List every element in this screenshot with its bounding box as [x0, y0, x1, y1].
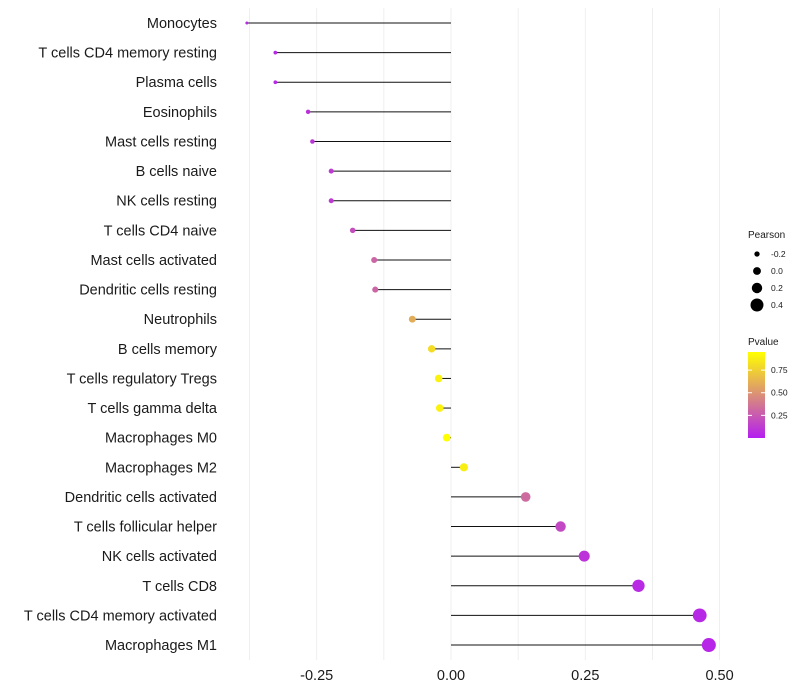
- category-label: Dendritic cells resting: [79, 283, 217, 299]
- color-legend-label: 0.75: [771, 365, 788, 375]
- data-point: [349, 227, 356, 234]
- data-point: [371, 256, 378, 263]
- category-label: Plasma cells: [136, 75, 217, 91]
- category-label: Macrophages M0: [105, 431, 217, 447]
- size-legend-key: [753, 267, 761, 275]
- x-axis-tick-labels: -0.25 0.00 0.25 0.50: [300, 668, 734, 684]
- data-point: [245, 21, 249, 25]
- data-point: [434, 374, 443, 383]
- data-point: [701, 638, 716, 653]
- pearson-size-legend: Pearson -0.2 0.0 0.2 0.4: [748, 230, 786, 312]
- category-label: NK cells resting: [116, 194, 217, 210]
- category-label: T cells CD4 naive: [104, 223, 217, 239]
- x-tick-label: -0.25: [300, 668, 333, 684]
- x-tick-label: 0.25: [571, 668, 599, 684]
- category-label: T cells CD4 memory resting: [38, 46, 217, 62]
- data-point: [520, 492, 531, 502]
- size-legend-label: 0.4: [771, 300, 783, 310]
- data-point: [372, 286, 379, 293]
- data-point: [459, 463, 468, 472]
- data-point: [435, 404, 444, 412]
- data-point: [692, 608, 707, 623]
- data-point: [310, 139, 315, 144]
- size-legend-label: -0.2: [771, 249, 786, 259]
- size-legend-key: [750, 298, 764, 312]
- category-label: T cells CD8: [142, 579, 217, 595]
- size-legend-key: [754, 251, 760, 257]
- pvalue-color-legend: Pvalue 0.75 0.50 0.25: [748, 337, 788, 438]
- category-label: Macrophages M2: [105, 460, 217, 476]
- data-point: [328, 168, 334, 174]
- size-legend-label: 0.0: [771, 266, 783, 276]
- category-label: Dendritic cells activated: [65, 490, 217, 506]
- pvalue-legend-title: Pvalue: [748, 337, 779, 348]
- data-point: [427, 345, 436, 353]
- data-point: [555, 521, 566, 532]
- category-label: B cells memory: [118, 342, 218, 358]
- size-legend-key: [751, 282, 763, 294]
- pearson-legend-title: Pearson: [748, 230, 785, 241]
- category-label: Mast cells resting: [105, 134, 217, 150]
- pvalue-colorbar: [748, 352, 765, 438]
- lollipop-points: [245, 21, 716, 653]
- data-point: [273, 50, 278, 55]
- data-point: [632, 579, 645, 592]
- category-label: Macrophages M1: [105, 638, 217, 654]
- category-label: T cells CD4 memory activated: [24, 608, 217, 624]
- category-label: NK cells activated: [102, 549, 217, 565]
- data-point: [273, 80, 278, 85]
- category-label: T cells regulatory Tregs: [67, 371, 217, 387]
- x-tick-label: 0.00: [437, 668, 465, 684]
- category-label: Monocytes: [147, 16, 217, 32]
- category-label: T cells gamma delta: [88, 401, 218, 417]
- data-point: [578, 550, 590, 562]
- grid-lines: [249, 8, 720, 660]
- color-legend-label: 0.50: [771, 388, 788, 398]
- category-label: B cells naive: [136, 164, 217, 180]
- data-point: [305, 109, 311, 115]
- color-legend-label: 0.25: [771, 410, 788, 420]
- size-legend-label: 0.2: [771, 283, 783, 293]
- data-point: [328, 198, 334, 204]
- category-labels: Monocytes T cells CD4 memory resting Plasm…: [24, 16, 218, 654]
- category-label: Mast cells activated: [90, 253, 217, 269]
- data-point: [408, 315, 416, 323]
- category-label: Neutrophils: [144, 312, 217, 328]
- category-label: T cells follicular helper: [74, 520, 217, 536]
- data-point: [442, 433, 451, 442]
- category-label: Eosinophils: [143, 105, 217, 121]
- lollipop-stems: [246, 22, 709, 646]
- x-tick-label: 0.50: [705, 668, 733, 684]
